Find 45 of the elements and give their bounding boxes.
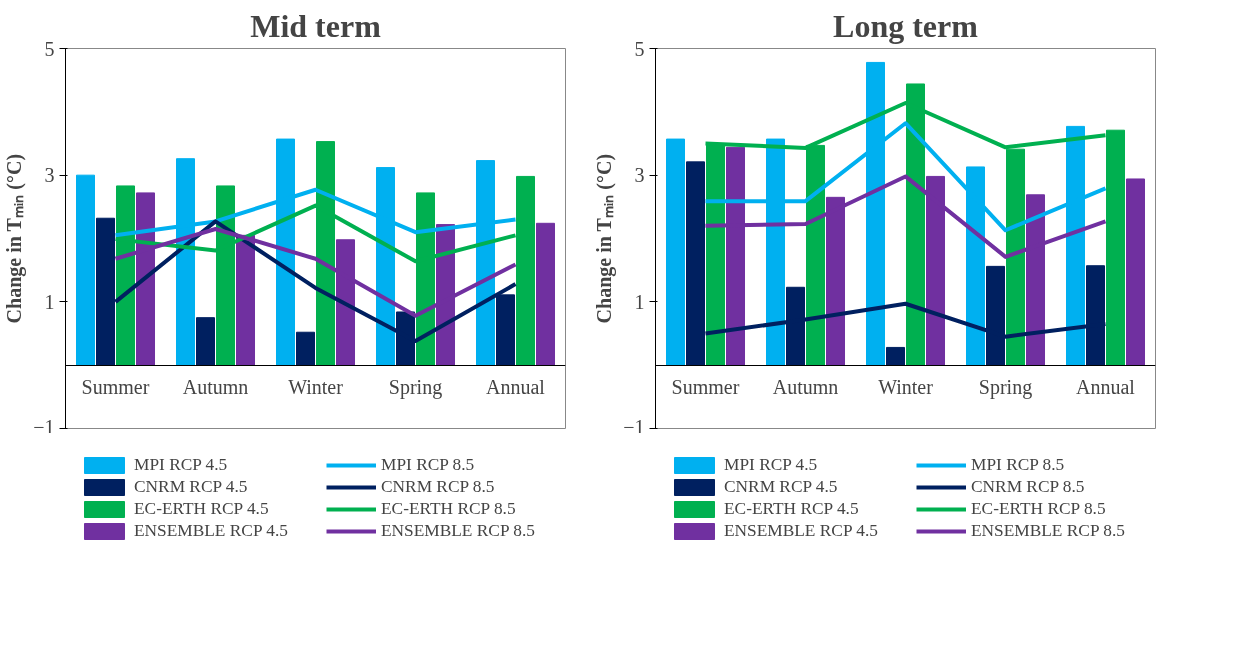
bar (196, 317, 215, 366)
legend-label: ENSEMBLE RCP 4.5 (134, 521, 289, 541)
y-tick-label: 3 (44, 164, 55, 187)
legend-label: CNRM RCP 4.5 (724, 477, 839, 497)
x-tick-label: Autumn (182, 376, 249, 399)
x-tick-label: Spring (388, 376, 443, 400)
bar (886, 346, 905, 366)
legend-label: EC-ERTH RCP 8.5 (381, 499, 517, 519)
y-tick-label: 5 (634, 37, 645, 60)
y-axis-title: Change in Tₘᵢₙ (°C) (593, 153, 617, 324)
legend-label: ENSEMBLE RCP 8.5 (381, 521, 536, 541)
legend-label: MPI RCP 4.5 (724, 455, 819, 475)
y-axis-title: Change in Tₘᵢₙ (°C) (3, 153, 27, 324)
y-tick-label: 3 (634, 164, 645, 187)
x-tick-label: Autumn (772, 376, 839, 399)
legend-label: MPI RCP 8.5 (381, 455, 476, 475)
y-tick-label: −1 (33, 415, 55, 438)
legend-label: CNRM RCP 8.5 (971, 477, 1086, 497)
legend-label: CNRM RCP 8.5 (381, 477, 496, 497)
chart-title: Mid term (250, 7, 382, 44)
legend-label: CNRM RCP 4.5 (134, 477, 249, 497)
y-tick-label: 5 (44, 37, 55, 60)
x-tick-label: Annual (486, 376, 546, 399)
legend-label: ENSEMBLE RCP 8.5 (971, 521, 1126, 541)
legend-label: MPI RCP 4.5 (134, 455, 229, 475)
y-tick-label: 1 (634, 290, 645, 313)
legend-label: ENSEMBLE RCP 4.5 (724, 521, 879, 541)
x-tick-label: Summer (671, 376, 740, 399)
x-tick-label: Winter (288, 376, 344, 399)
y-tick-label: 1 (44, 290, 55, 313)
legend-label: EC-ERTH RCP 4.5 (134, 499, 270, 519)
x-tick-label: Annual (1076, 376, 1136, 399)
legend-label: MPI RCP 8.5 (971, 455, 1066, 475)
chart-title: Long term (833, 7, 979, 44)
x-tick-label: Winter (878, 376, 934, 399)
y-tick-label: −1 (623, 415, 645, 438)
legend-label: EC-ERTH RCP 8.5 (971, 499, 1107, 519)
bar (666, 138, 685, 366)
bar (1126, 178, 1145, 366)
bar (536, 222, 555, 366)
legend-label: EC-ERTH RCP 4.5 (724, 499, 860, 519)
bar (296, 331, 315, 366)
x-tick-label: Spring (978, 376, 1033, 400)
x-tick-label: Summer (81, 376, 150, 399)
bar (76, 174, 95, 366)
